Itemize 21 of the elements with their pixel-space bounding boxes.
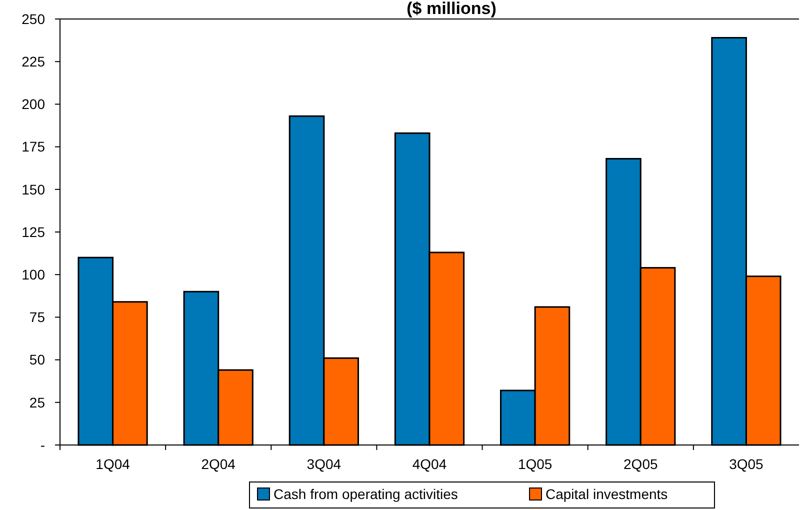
x-tick-label: 4Q04 [412,456,447,472]
y-tick-label: 150 [22,181,46,198]
y-tick-label: 250 [22,10,46,27]
y-tick-label: - [40,436,46,453]
y-tick-label: 75 [29,309,46,326]
y-tick-label: 125 [22,224,46,240]
x-tick-label: 2Q05 [624,456,658,472]
y-tick-label: 175 [22,138,46,155]
y-tick-label: 200 [22,96,46,112]
x-tick-label: 1Q05 [518,456,552,472]
y-tick-label: 50 [29,352,46,368]
chart-title: ($ millions) [406,0,496,18]
y-tick-label: 25 [29,394,46,410]
x-tick-label: 3Q04 [306,456,342,472]
y-tick-label: 100 [22,266,46,282]
x-tick-label: 1Q04 [96,456,130,472]
legend-label: Capital investments [546,486,668,502]
y-tick-label: 225 [22,54,46,70]
x-tick-label: 2Q04 [201,456,236,472]
legend-label: Cash from operating activities [274,486,458,502]
x-tick-label: 3Q05 [729,456,764,472]
